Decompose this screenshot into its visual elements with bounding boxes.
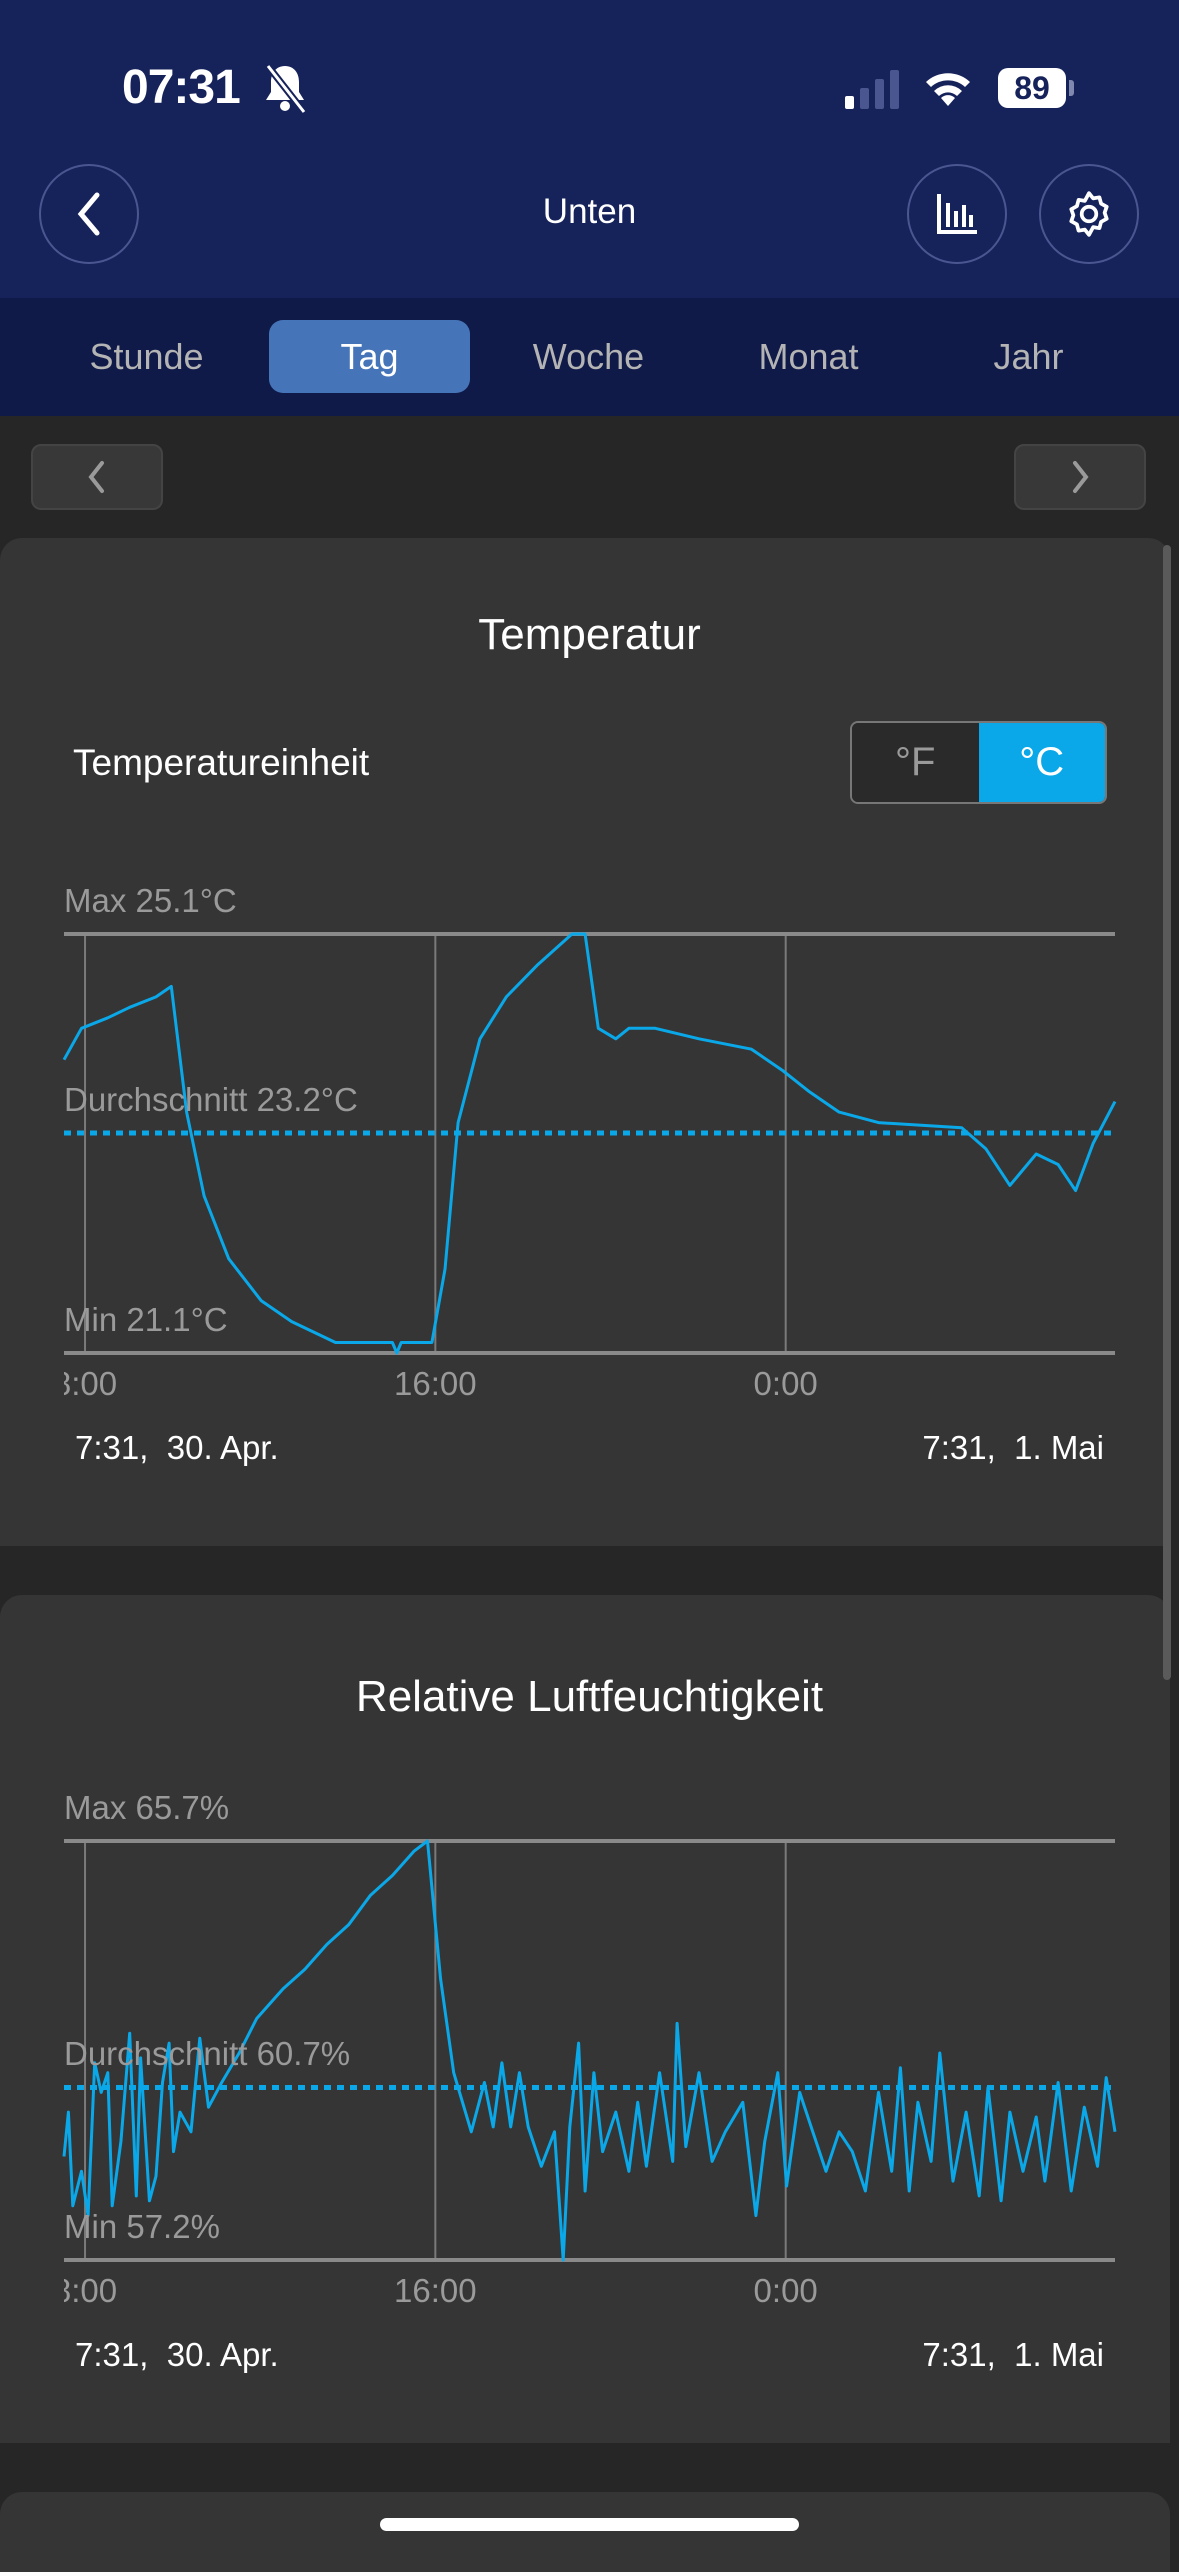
previous-period-button[interactable]: [31, 444, 163, 510]
page-title: Unten: [542, 192, 637, 231]
x-axis-ticks: 8:00 16:00 0:00: [64, 2272, 1115, 2316]
wifi-icon: [926, 73, 970, 106]
unit-celsius-option[interactable]: °C: [978, 723, 1105, 802]
chart-button[interactable]: [907, 164, 1007, 264]
scrollbar[interactable]: [1163, 545, 1171, 1680]
end-date-label: 7:31, 1. Mai: [922, 1429, 1104, 1466]
next-period-button[interactable]: [1014, 444, 1146, 510]
data-series-line: [62, 932, 1117, 1355]
tab-stunde[interactable]: Stunde: [89, 335, 204, 377]
min-label: Min 57.2%: [64, 2208, 220, 2245]
end-date-label: 7:31, 1. Mai: [922, 2336, 1104, 2373]
home-indicator: [380, 2518, 799, 2531]
tab-jahr[interactable]: Jahr: [993, 335, 1064, 377]
temperature-unit-toggle: °F °C: [850, 721, 1107, 804]
next-card: [0, 2492, 1170, 2572]
tab-monat[interactable]: Monat: [758, 335, 859, 377]
min-label: Min 21.1°C: [64, 1301, 228, 1338]
bell-slash-icon: [265, 63, 307, 114]
signal-icon: [845, 70, 899, 109]
max-label: Max 65.7%: [64, 1789, 230, 1826]
temperature-card: [0, 538, 1170, 1546]
humidity-card: [0, 1595, 1170, 2443]
tab-tag[interactable]: Tag: [269, 320, 470, 393]
x-tick-label: 8:00: [64, 2272, 118, 2309]
back-button[interactable]: [39, 164, 139, 264]
chevron-left-icon: [88, 461, 104, 493]
temperature-unit-label: Temperatureinheit: [73, 742, 370, 783]
start-date-label: 7:31, 30. Apr.: [75, 1429, 279, 1466]
gear-icon: [1069, 191, 1109, 237]
bar-chart-icon: [937, 194, 977, 234]
x-axis-ticks: 8:00 16:00 0:00: [64, 1365, 1115, 1409]
x-tick-label: 0:00: [753, 1365, 818, 1402]
x-tick-label: 8:00: [64, 1365, 118, 1402]
x-tick-label: 16:00: [394, 2272, 477, 2309]
battery-tip: [1069, 80, 1074, 96]
chart-plot: [62, 932, 1117, 1355]
average-label: Durchschnitt 23.2°C: [64, 1081, 358, 1119]
tab-woche[interactable]: Woche: [532, 335, 645, 377]
max-label: Max 25.1°C: [64, 882, 237, 919]
start-date-label: 7:31, 30. Apr.: [75, 2336, 279, 2373]
temperature-title: Temperatur: [478, 610, 701, 659]
data-series-line: [62, 1839, 1117, 2262]
battery-icon: 89: [998, 68, 1066, 108]
settings-button[interactable]: [1039, 164, 1139, 264]
status-time: 07:31: [122, 61, 241, 114]
unit-fahrenheit-option[interactable]: °F: [852, 723, 979, 802]
x-tick-label: 0:00: [753, 2272, 818, 2309]
humidity-title: Relative Luftfeuchtigkeit: [355, 1672, 824, 1721]
average-label: Durchschnitt 60.7%: [64, 2035, 351, 2073]
chevron-right-icon: [1073, 461, 1089, 493]
period-tabs: Stunde Tag Woche Monat Jahr: [0, 298, 1179, 416]
chevron-left-icon: [77, 192, 100, 236]
x-tick-label: 16:00: [394, 1365, 477, 1402]
chart-plot: [62, 1839, 1117, 2262]
header: [0, 0, 1179, 298]
